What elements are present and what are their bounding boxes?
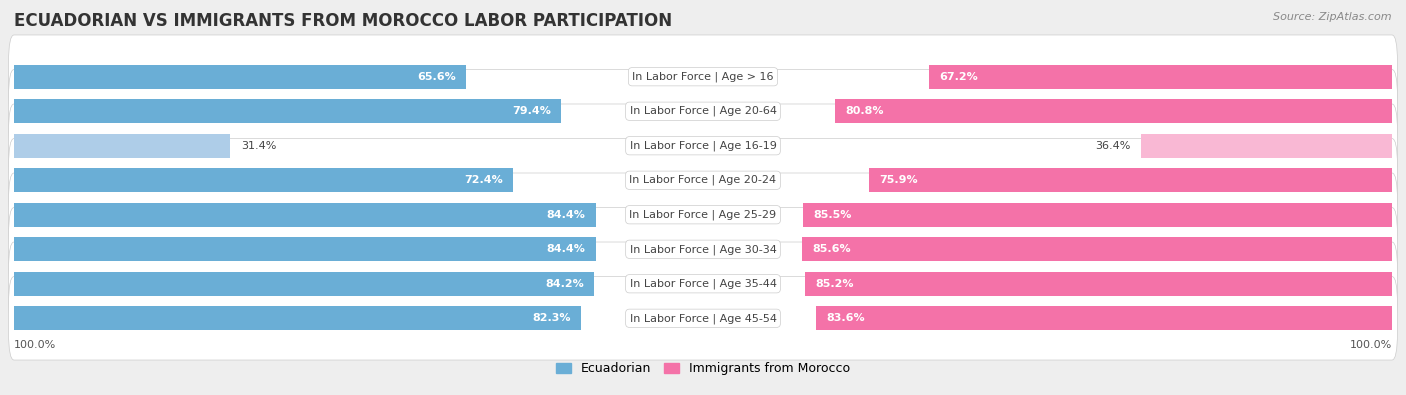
Bar (869, 168, 1392, 192)
Text: 80.8%: 80.8% (845, 106, 884, 116)
Text: In Labor Force | Age 35-44: In Labor Force | Age 35-44 (630, 278, 776, 289)
Bar (1142, 134, 1392, 158)
Bar (14, 65, 465, 89)
Text: 79.4%: 79.4% (512, 106, 551, 116)
FancyBboxPatch shape (8, 139, 1398, 222)
Text: In Labor Force | Age 16-19: In Labor Force | Age 16-19 (630, 141, 776, 151)
Text: 100.0%: 100.0% (1350, 340, 1392, 350)
Bar (14, 203, 596, 227)
Text: In Labor Force | Age 25-29: In Labor Force | Age 25-29 (630, 209, 776, 220)
Legend: Ecuadorian, Immigrants from Morocco: Ecuadorian, Immigrants from Morocco (551, 357, 855, 380)
Bar (815, 306, 1392, 330)
Bar (835, 99, 1392, 123)
Text: 36.4%: 36.4% (1095, 141, 1130, 151)
Text: In Labor Force | Age 45-54: In Labor Force | Age 45-54 (630, 313, 776, 324)
Text: 83.6%: 83.6% (827, 313, 865, 323)
FancyBboxPatch shape (8, 242, 1398, 325)
Text: 85.5%: 85.5% (813, 210, 852, 220)
FancyBboxPatch shape (8, 207, 1398, 291)
FancyBboxPatch shape (8, 35, 1398, 118)
Text: In Labor Force | Age 20-24: In Labor Force | Age 20-24 (630, 175, 776, 186)
FancyBboxPatch shape (8, 173, 1398, 256)
Text: 85.6%: 85.6% (813, 244, 851, 254)
Text: 75.9%: 75.9% (879, 175, 918, 185)
Text: In Labor Force | Age 30-34: In Labor Force | Age 30-34 (630, 244, 776, 254)
Text: 84.2%: 84.2% (546, 279, 583, 289)
Bar (803, 237, 1392, 261)
Text: 85.2%: 85.2% (815, 279, 853, 289)
Text: 31.4%: 31.4% (240, 141, 276, 151)
Bar (14, 168, 513, 192)
Bar (806, 272, 1392, 296)
Bar (14, 134, 231, 158)
Text: In Labor Force | Age 20-64: In Labor Force | Age 20-64 (630, 106, 776, 117)
Text: 67.2%: 67.2% (939, 72, 979, 82)
Text: 100.0%: 100.0% (14, 340, 56, 350)
Bar (803, 203, 1392, 227)
Text: 84.4%: 84.4% (547, 210, 585, 220)
Text: 84.4%: 84.4% (547, 244, 585, 254)
Bar (14, 272, 595, 296)
Bar (14, 306, 581, 330)
Bar (14, 99, 561, 123)
Text: Source: ZipAtlas.com: Source: ZipAtlas.com (1274, 12, 1392, 22)
Text: 82.3%: 82.3% (533, 313, 571, 323)
FancyBboxPatch shape (8, 70, 1398, 153)
FancyBboxPatch shape (8, 276, 1398, 360)
Bar (929, 65, 1392, 89)
Text: ECUADORIAN VS IMMIGRANTS FROM MOROCCO LABOR PARTICIPATION: ECUADORIAN VS IMMIGRANTS FROM MOROCCO LA… (14, 12, 672, 30)
Text: 72.4%: 72.4% (464, 175, 502, 185)
Bar (14, 237, 596, 261)
Text: In Labor Force | Age > 16: In Labor Force | Age > 16 (633, 71, 773, 82)
Text: 65.6%: 65.6% (418, 72, 456, 82)
FancyBboxPatch shape (8, 104, 1398, 188)
